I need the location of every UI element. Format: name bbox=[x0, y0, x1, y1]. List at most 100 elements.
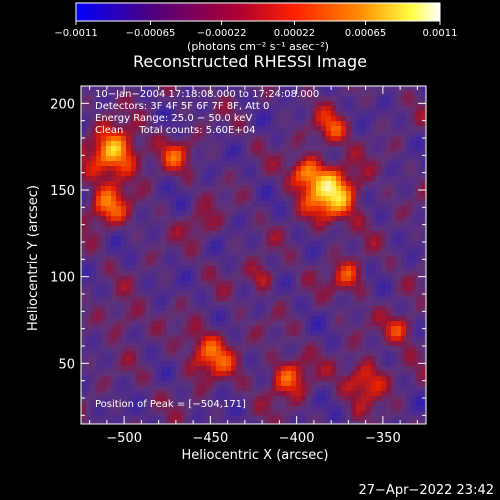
heatmap-cell bbox=[101, 406, 107, 412]
heatmap-cell bbox=[191, 371, 197, 377]
heatmap-cell bbox=[201, 316, 207, 322]
heatmap-cell bbox=[421, 346, 426, 352]
heatmap-cell bbox=[246, 236, 252, 242]
heatmap-cell bbox=[206, 181, 212, 187]
heatmap-cell bbox=[391, 91, 397, 97]
heatmap-cell bbox=[266, 186, 272, 192]
heatmap-cell bbox=[226, 141, 232, 147]
heatmap-cell bbox=[396, 281, 402, 287]
heatmap-cell bbox=[241, 141, 247, 147]
heatmap-cell bbox=[386, 301, 392, 307]
heatmap-cell bbox=[196, 396, 202, 402]
heatmap-cell bbox=[171, 151, 177, 157]
heatmap-cell bbox=[391, 326, 397, 332]
heatmap-cell bbox=[371, 116, 377, 122]
heatmap-cell bbox=[291, 421, 297, 424]
heatmap-cell bbox=[151, 141, 157, 147]
heatmap-cell bbox=[326, 231, 332, 237]
heatmap-cell bbox=[251, 221, 257, 227]
heatmap-cell bbox=[111, 321, 117, 327]
heatmap-cell bbox=[391, 411, 397, 417]
heatmap-cell bbox=[376, 251, 382, 257]
heatmap-cell bbox=[256, 96, 262, 102]
heatmap-cell bbox=[186, 406, 192, 412]
heatmap-cell bbox=[266, 296, 272, 302]
heatmap-cell bbox=[416, 346, 422, 352]
heatmap-cell bbox=[211, 106, 217, 112]
heatmap-cell bbox=[241, 126, 247, 132]
heatmap-cell bbox=[396, 131, 402, 137]
heatmap-cell bbox=[356, 206, 362, 212]
heatmap-cell bbox=[396, 201, 402, 207]
heatmap-cell bbox=[266, 301, 272, 307]
heatmap-cell bbox=[126, 321, 132, 327]
heatmap-cell bbox=[181, 251, 187, 257]
heatmap-cell bbox=[91, 346, 97, 352]
heatmap-cell bbox=[401, 96, 407, 102]
heatmap-cell bbox=[206, 106, 212, 112]
heatmap-cell bbox=[161, 141, 167, 147]
heatmap-cell bbox=[211, 111, 217, 117]
heatmap-cell bbox=[171, 216, 177, 222]
heatmap-cell bbox=[261, 386, 267, 392]
heatmap-cell bbox=[281, 196, 287, 202]
heatmap-cell bbox=[356, 311, 362, 317]
heatmap-cell bbox=[396, 196, 402, 202]
heatmap-cell bbox=[241, 176, 247, 182]
heatmap-cell bbox=[91, 371, 97, 377]
heatmap-cell bbox=[181, 206, 187, 212]
heatmap-cell bbox=[121, 231, 127, 237]
heatmap-cell bbox=[296, 301, 302, 307]
heatmap-cell bbox=[376, 176, 382, 182]
heatmap-cell bbox=[381, 346, 387, 352]
heatmap-cell bbox=[211, 171, 217, 177]
heatmap-cell bbox=[396, 181, 402, 187]
x-tick-label: −400 bbox=[279, 431, 315, 446]
heatmap-cell bbox=[366, 216, 372, 222]
heatmap-cell bbox=[391, 206, 397, 212]
heatmap-cell bbox=[116, 371, 122, 377]
heatmap-cell bbox=[301, 206, 307, 212]
heatmap-cell bbox=[306, 166, 312, 172]
heatmap-cell bbox=[416, 371, 422, 377]
heatmap-cell bbox=[131, 301, 137, 307]
heatmap-cell bbox=[231, 361, 237, 367]
heatmap-cell bbox=[186, 331, 192, 337]
heatmap-cell bbox=[306, 341, 312, 347]
heatmap-cell bbox=[261, 156, 267, 162]
heatmap-cell bbox=[111, 121, 117, 127]
heatmap-cell bbox=[376, 316, 382, 322]
heatmap-cell bbox=[246, 321, 252, 327]
heatmap-cell bbox=[96, 226, 102, 232]
heatmap-cell bbox=[181, 256, 187, 262]
x-tick-label: −450 bbox=[193, 431, 229, 446]
heatmap-cell bbox=[116, 316, 122, 322]
heatmap-cell bbox=[411, 221, 417, 227]
heatmap-cell bbox=[276, 351, 282, 357]
heatmap-cell bbox=[166, 86, 172, 92]
heatmap-cell bbox=[116, 311, 122, 317]
heatmap-cell bbox=[106, 296, 112, 302]
heatmap-cell bbox=[91, 381, 97, 387]
heatmap-cell bbox=[421, 406, 426, 412]
heatmap-cell bbox=[246, 306, 252, 312]
heatmap-cell bbox=[291, 201, 297, 207]
heatmap-cell bbox=[361, 291, 367, 297]
heatmap-cell bbox=[311, 246, 317, 252]
heatmap-cell bbox=[391, 141, 397, 147]
heatmap-cell bbox=[366, 321, 372, 327]
heatmap-cell bbox=[411, 131, 417, 137]
heatmap-cell bbox=[291, 391, 297, 397]
heatmap-cell bbox=[311, 91, 317, 97]
heatmap-cell bbox=[156, 91, 162, 97]
heatmap-cell bbox=[91, 421, 97, 424]
heatmap-cell bbox=[166, 281, 172, 287]
heatmap-cell bbox=[411, 366, 417, 372]
heatmap-cell bbox=[101, 316, 107, 322]
heatmap-cell bbox=[236, 311, 242, 317]
heatmap-cell bbox=[116, 381, 122, 387]
heatmap-cell bbox=[81, 91, 87, 97]
heatmap-cell bbox=[271, 351, 277, 357]
heatmap-cell bbox=[216, 186, 222, 192]
heatmap-cell bbox=[266, 311, 272, 317]
